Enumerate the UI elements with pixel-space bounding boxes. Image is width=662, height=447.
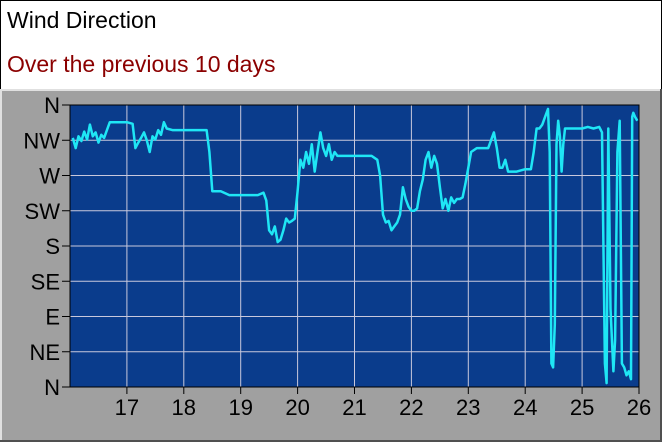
- y-tick-label: E: [45, 305, 60, 330]
- chart-header: Wind Direction Over the previous 10 days: [0, 0, 662, 90]
- x-tick-label: 25: [570, 395, 594, 420]
- y-tick-label: SE: [31, 269, 60, 294]
- chart-title: Wind Direction: [7, 7, 157, 33]
- wind-direction-line: [71, 107, 639, 385]
- x-tick-label: 20: [285, 395, 309, 420]
- chart-frame: N NE E SE S SW W NW N 17 18 19 20 21 22 23 24 25 26: [0, 89, 662, 442]
- y-tick-label: S: [45, 234, 60, 259]
- y-tick-label: NW: [23, 128, 60, 153]
- x-tick-label: 17: [115, 395, 139, 420]
- x-tick-label: 19: [228, 395, 252, 420]
- x-tick-label: 23: [456, 395, 480, 420]
- x-tick-label: 18: [172, 395, 196, 420]
- x-tick-label: 24: [513, 395, 537, 420]
- y-tick-label: SW: [25, 199, 61, 224]
- y-tick-label: NE: [29, 340, 60, 365]
- x-tick-label: 21: [342, 395, 366, 420]
- wind-direction-chart: N NE E SE S SW W NW N 17 18 19 20 21 22 23 24 25 26: [0, 89, 662, 442]
- y-tick-label: W: [39, 164, 60, 189]
- x-tick-label: 22: [399, 395, 423, 420]
- y-tick-label: N: [44, 375, 60, 400]
- x-tick-label: 26: [627, 395, 651, 420]
- plot-border: [69, 104, 640, 388]
- chart-subtitle: Over the previous 10 days: [7, 51, 276, 77]
- y-tick-label: N: [44, 93, 60, 118]
